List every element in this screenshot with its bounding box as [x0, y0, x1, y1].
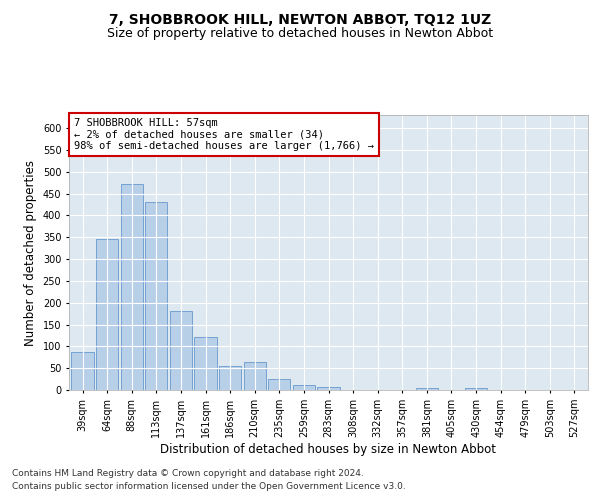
Text: 7, SHOBBROOK HILL, NEWTON ABBOT, TQ12 1UZ: 7, SHOBBROOK HILL, NEWTON ABBOT, TQ12 1U… — [109, 12, 491, 26]
Text: Contains HM Land Registry data © Crown copyright and database right 2024.: Contains HM Land Registry data © Crown c… — [12, 468, 364, 477]
Bar — [416, 388, 438, 390]
Bar — [244, 362, 266, 390]
Bar — [317, 386, 340, 390]
Y-axis label: Number of detached properties: Number of detached properties — [24, 160, 37, 346]
Bar — [465, 388, 487, 390]
Bar — [268, 379, 290, 390]
Bar — [293, 385, 315, 390]
Text: Size of property relative to detached houses in Newton Abbot: Size of property relative to detached ho… — [107, 28, 493, 40]
Bar — [194, 336, 217, 390]
Bar — [121, 184, 143, 390]
Text: 7 SHOBBROOK HILL: 57sqm
← 2% of detached houses are smaller (34)
98% of semi-det: 7 SHOBBROOK HILL: 57sqm ← 2% of detached… — [74, 118, 374, 151]
Bar — [71, 352, 94, 390]
Bar — [219, 366, 241, 390]
Bar — [96, 238, 118, 390]
Text: Contains public sector information licensed under the Open Government Licence v3: Contains public sector information licen… — [12, 482, 406, 491]
Bar — [170, 310, 192, 390]
X-axis label: Distribution of detached houses by size in Newton Abbot: Distribution of detached houses by size … — [161, 442, 497, 456]
Bar — [145, 202, 167, 390]
